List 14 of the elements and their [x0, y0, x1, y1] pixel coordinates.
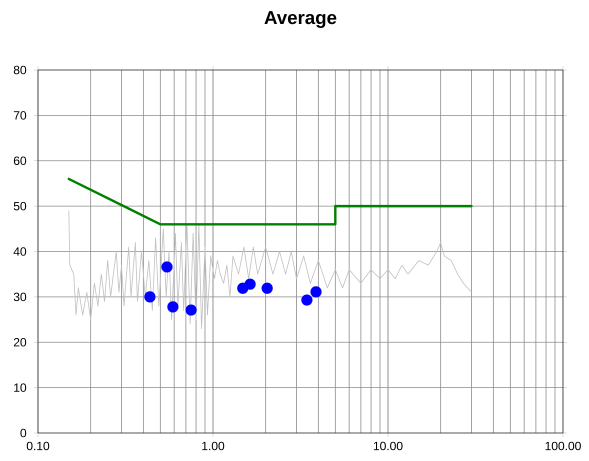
y-tick-label: 10: [14, 383, 26, 392]
y-tick-label: 70: [14, 111, 26, 120]
x-tick-label: 1.00: [202, 442, 224, 450]
y-tick-label: 50: [14, 202, 26, 210]
x-tick-label: 100.00: [546, 442, 581, 450]
x-tick-label: 10.00: [374, 442, 403, 450]
y-tick-label: 0: [20, 428, 26, 438]
chart-title: Average: [264, 11, 336, 28]
y-tick-label: 40: [14, 247, 26, 256]
x-tick-label: 0.10: [26, 442, 50, 450]
y-tick-label: 60: [14, 156, 26, 166]
y-tick-label: 80: [14, 66, 26, 74]
y-tick-label: 30: [14, 292, 26, 302]
y-tick-label: 20: [14, 338, 26, 347]
